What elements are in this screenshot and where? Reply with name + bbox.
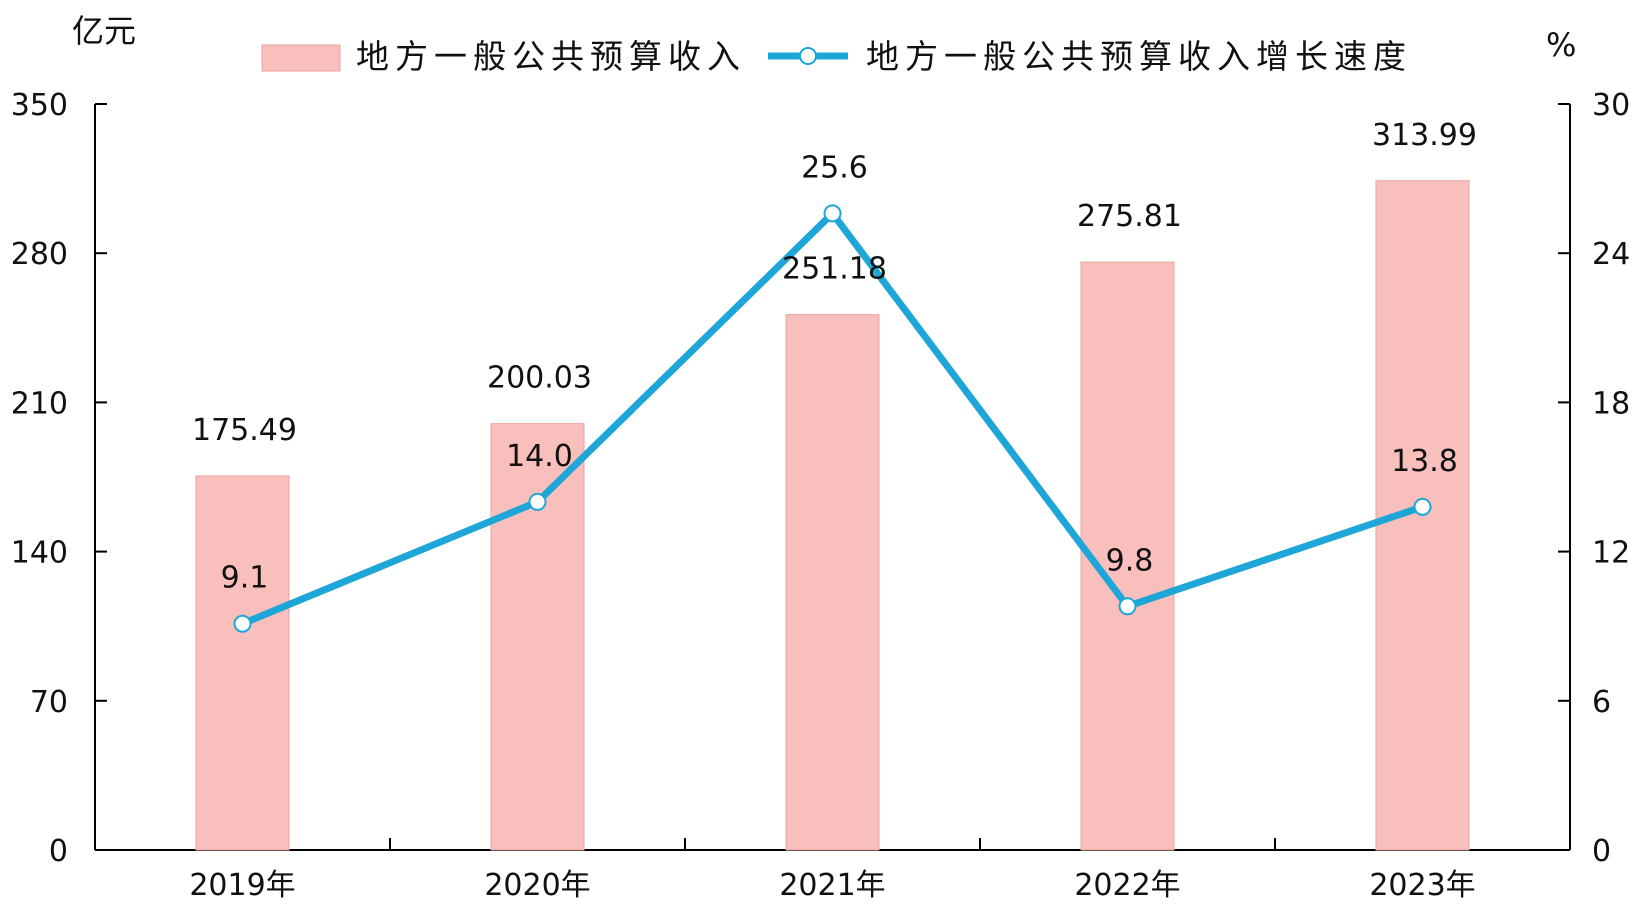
legend-label-line: 地方一般公共预算收入增长速度: [866, 37, 1412, 76]
line-point: [528, 492, 547, 511]
right-tick-label: 30: [1592, 88, 1630, 123]
bar-value-label: 251.18: [782, 252, 887, 287]
line-value-label: 9.1: [221, 561, 269, 596]
legend-swatch-bar: [261, 44, 341, 72]
legend: 地方一般公共预算收入 地方一般公共预算收入增长速度: [261, 37, 1412, 76]
bar: [490, 423, 585, 851]
line-point: [1118, 597, 1137, 616]
left-tick-label: 0: [49, 834, 68, 869]
x-tick-label: 2023年: [1369, 868, 1475, 903]
right-tick-label: 18: [1592, 386, 1630, 421]
line-point: [1413, 497, 1432, 516]
right-axis-unit: %: [1546, 26, 1576, 64]
line-value-label: 25.6: [801, 150, 868, 185]
bar-value-label: 175.49: [192, 413, 297, 448]
bar-value-label: 275.81: [1077, 199, 1182, 234]
left-tick-label: 140: [11, 536, 68, 571]
x-tick-label: 2019年: [189, 868, 295, 903]
left-tick-label: 350: [11, 88, 68, 123]
x-tick-label: 2021年: [779, 868, 885, 903]
x-tick-label: 2022年: [1074, 868, 1180, 903]
line-point: [233, 614, 252, 633]
bar: [785, 314, 880, 851]
left-axis-unit: 亿元: [72, 12, 136, 50]
bar-value-label: 200.03: [487, 361, 592, 396]
legend-swatch-marker: [799, 47, 817, 65]
left-tick-label: 280: [11, 237, 68, 272]
line-point: [823, 204, 842, 223]
data-labels: 175.49 200.03 251.18 275.81 313.99 9.1 14.0 25.…: [192, 118, 1477, 596]
axes: 0 70 140 210 280 350 0 6 12 18 24 30 2019年 2020年 2021年…: [11, 88, 1630, 903]
left-tick-label: 70: [30, 685, 68, 720]
right-tick-label: 6: [1592, 685, 1611, 720]
right-tick-label: 24: [1592, 237, 1630, 272]
bar-value-label: 313.99: [1372, 118, 1477, 153]
x-tick-label: 2020年: [484, 868, 590, 903]
bar: [1080, 261, 1175, 851]
line-series: [233, 204, 1432, 633]
right-tick-label: 12: [1592, 536, 1630, 571]
bar: [195, 475, 290, 851]
left-tick-label: 210: [11, 386, 68, 421]
legend-label-bar: 地方一般公共预算收入: [356, 37, 746, 76]
line-value-label: 13.8: [1391, 444, 1458, 479]
line-value-label: 9.8: [1106, 543, 1154, 578]
line-value-label: 14.0: [506, 439, 573, 474]
right-tick-label: 0: [1592, 834, 1611, 869]
